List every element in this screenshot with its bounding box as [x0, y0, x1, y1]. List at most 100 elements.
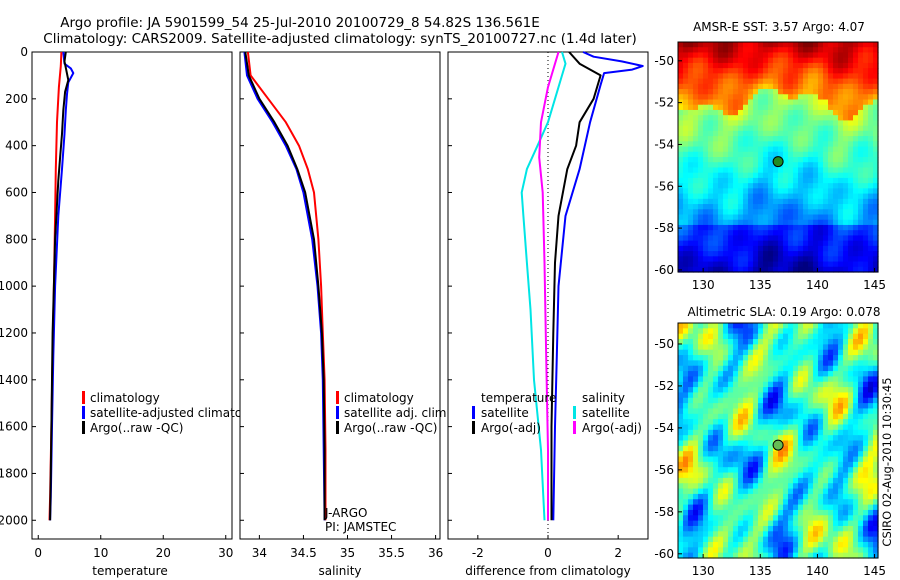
- heatmap-cell: [803, 245, 809, 252]
- heatmap-cell: [708, 323, 714, 329]
- heatmap-cell: [843, 42, 849, 48]
- heatmap-cell: [853, 261, 859, 268]
- heatmap-cell: [678, 323, 684, 329]
- heatmap-cell: [793, 349, 799, 356]
- heatmap-cell: [798, 162, 804, 169]
- heatmap-cell: [838, 360, 844, 367]
- heatmap-cell: [763, 204, 769, 210]
- heatmap-cell: [763, 445, 769, 452]
- heatmap-cell: [813, 99, 819, 106]
- heatmap-cell: [688, 83, 694, 90]
- heatmap-cell: [828, 78, 834, 85]
- heatmap-cell: [678, 167, 684, 174]
- heatmap-cell: [768, 172, 774, 179]
- heatmap-cell: [763, 349, 769, 356]
- heatmap-cell: [823, 99, 829, 106]
- heatmap-cell: [843, 136, 849, 142]
- heatmap-cell: [733, 99, 739, 106]
- legend-label: climatology: [90, 391, 160, 405]
- heatmap-cell: [863, 349, 869, 356]
- heatmap-cell: [768, 73, 774, 80]
- heatmap-cell: [768, 177, 774, 184]
- heatmap-cell: [868, 328, 874, 335]
- heatmap-cell: [833, 177, 839, 184]
- heatmap-cell: [698, 151, 704, 158]
- heatmap-cell: [728, 99, 734, 106]
- heatmap-cell: [728, 83, 734, 90]
- heatmap-cell: [773, 130, 779, 137]
- heatmap-cell: [808, 219, 814, 226]
- heatmap-cell: [863, 403, 869, 410]
- heatmap-cell: [728, 408, 734, 415]
- heatmap-cell: [698, 392, 704, 399]
- heatmap-cell: [813, 136, 819, 142]
- heatmap-cell: [678, 109, 684, 116]
- heatmap-cell: [843, 151, 849, 158]
- heatmap-cell: [818, 451, 824, 458]
- heatmap-cell: [868, 424, 874, 431]
- heatmap-cell: [778, 355, 784, 361]
- heatmap-cell: [858, 435, 864, 442]
- heatmap-cell: [843, 78, 849, 85]
- heatmap-cell: [843, 531, 849, 538]
- heatmap-cell: [833, 141, 839, 148]
- heatmap-cell: [788, 188, 794, 195]
- heatmap-cell: [758, 483, 764, 490]
- heatmap-cell: [833, 157, 839, 163]
- heatmap-cell: [708, 157, 714, 163]
- heatmap-cell: [723, 42, 729, 48]
- heatmap-cell: [758, 89, 764, 95]
- heatmap-cell: [833, 99, 839, 106]
- heatmap-cell: [818, 47, 824, 54]
- heatmap-cell: [788, 94, 794, 101]
- heatmap-cell: [753, 157, 759, 163]
- heatmap-cell: [868, 435, 874, 442]
- map-y-tick-label: -58: [654, 505, 674, 519]
- heatmap-cell: [788, 515, 794, 522]
- heatmap-cell: [683, 78, 689, 85]
- heatmap-cell: [708, 251, 714, 257]
- heatmap-cell: [758, 83, 764, 90]
- heatmap-cell: [813, 256, 819, 263]
- heatmap-cell: [753, 493, 759, 500]
- heatmap-cell: [778, 339, 784, 345]
- heatmap-cell: [838, 397, 844, 404]
- heatmap-cell: [868, 104, 874, 111]
- heatmap-cell: [723, 376, 729, 383]
- heatmap-cell: [678, 387, 684, 394]
- heatmap-cell: [833, 251, 839, 257]
- heatmap-cell: [833, 467, 839, 474]
- heatmap-cell: [693, 333, 699, 340]
- heatmap-cell: [783, 541, 789, 548]
- heatmap-cell: [808, 251, 814, 257]
- heatmap-cell: [788, 235, 794, 242]
- heatmap-cell: [733, 408, 739, 415]
- heatmap-cell: [833, 162, 839, 169]
- heatmap-cell: [768, 167, 774, 174]
- heatmap-cell: [753, 68, 759, 74]
- heatmap-cell: [688, 99, 694, 106]
- heatmap-cell: [718, 235, 724, 242]
- heatmap-cell: [858, 57, 864, 64]
- heatmap-cell: [828, 328, 834, 335]
- heatmap-cell: [868, 461, 874, 468]
- heatmap-cell: [728, 552, 734, 559]
- heatmap-cell: [778, 493, 784, 500]
- heatmap-cell: [828, 167, 834, 174]
- heatmap-cell: [748, 68, 754, 74]
- heatmap-cell: [688, 365, 694, 372]
- heatmap-cell: [788, 109, 794, 116]
- heatmap-cell: [748, 541, 754, 548]
- heatmap-cell: [713, 419, 719, 426]
- heatmap-cell: [778, 62, 784, 69]
- heatmap-cell: [693, 360, 699, 367]
- heatmap-cell: [778, 371, 784, 378]
- heatmap-cell: [813, 78, 819, 85]
- heatmap-cell: [763, 323, 769, 329]
- heatmap-cell: [808, 451, 814, 458]
- heatmap-cell: [843, 493, 849, 500]
- heatmap-cell: [693, 531, 699, 538]
- heatmap-cell: [768, 461, 774, 468]
- argo-position-marker: [772, 156, 784, 168]
- heatmap-cell: [848, 435, 854, 442]
